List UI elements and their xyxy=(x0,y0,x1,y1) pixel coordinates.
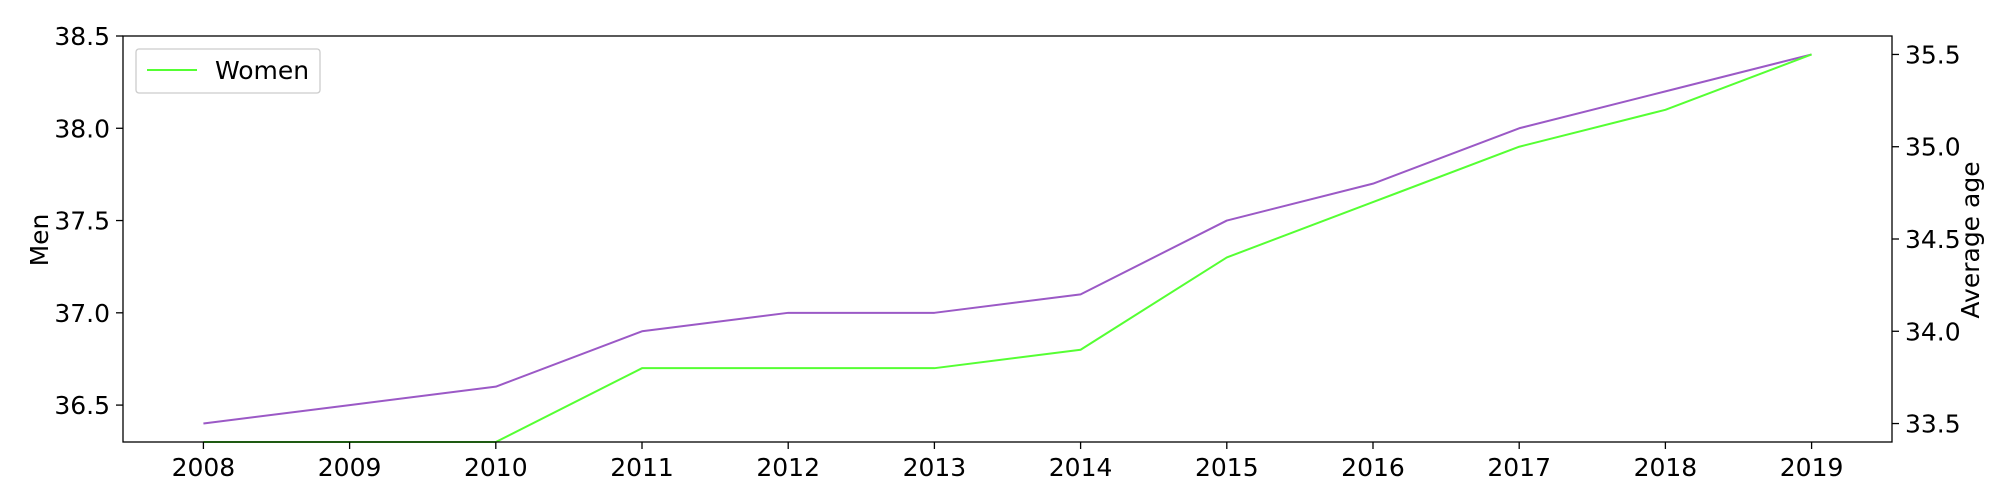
x-tick-label: 2009 xyxy=(318,453,382,482)
series-line-1 xyxy=(203,53,1812,443)
left-y-tick-label: 36.5 xyxy=(54,391,110,420)
series-line-0 xyxy=(203,53,1812,425)
legend: Women xyxy=(135,48,321,94)
legend-box xyxy=(135,48,321,94)
x-tick-label: 2016 xyxy=(1341,453,1405,482)
x-tick-label: 2015 xyxy=(1195,453,1259,482)
series-layer xyxy=(203,53,1812,443)
legend-label-women: Women xyxy=(215,56,309,85)
right-y-tick-label: 35.0 xyxy=(1905,133,1961,162)
x-tick-label: 2011 xyxy=(610,453,674,482)
x-tick-label: 2014 xyxy=(1049,453,1113,482)
right-y-tick-label: 33.5 xyxy=(1905,410,1961,439)
x-tick-label: 2017 xyxy=(1487,453,1551,482)
x-tick-label: 2012 xyxy=(756,453,820,482)
plot-frame xyxy=(122,35,1893,443)
left-axis-title: Men xyxy=(25,214,54,267)
x-tick-label: 2010 xyxy=(464,453,528,482)
left-y-tick-label: 37.0 xyxy=(54,299,110,328)
left-y-tick-label: 38.5 xyxy=(54,22,110,51)
axes-layer: 2008 2009 2010 2011 2012 2013 2014 2015 2016 2017… xyxy=(54,22,1960,482)
right-y-tick-label: 35.5 xyxy=(1905,40,1961,69)
left-y-tick-label: 38.0 xyxy=(54,114,110,143)
x-tick-label: 2008 xyxy=(172,453,236,482)
right-y-tick-label: 34.5 xyxy=(1905,225,1961,254)
x-tick-label: 2019 xyxy=(1780,453,1844,482)
left-y-tick-label: 37.5 xyxy=(54,207,110,236)
x-tick-label: 2013 xyxy=(903,453,967,482)
right-y-tick-label: 34.0 xyxy=(1905,317,1961,346)
x-tick-label: 2018 xyxy=(1634,453,1698,482)
right-axis-title: Average age xyxy=(1956,161,1985,318)
